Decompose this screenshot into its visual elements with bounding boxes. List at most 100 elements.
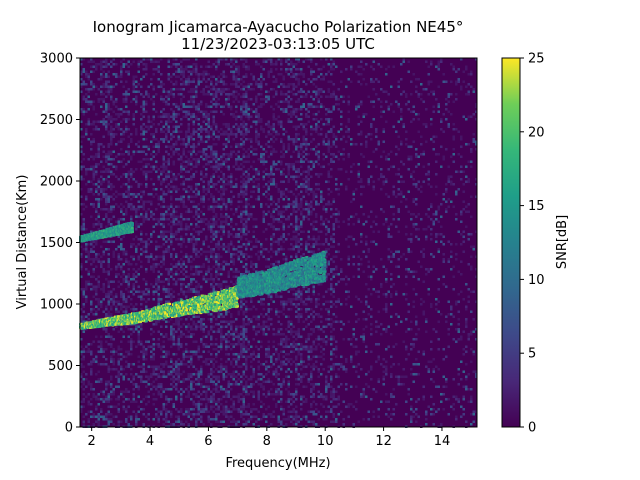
noise-cell bbox=[162, 115, 165, 118]
noise-cell bbox=[170, 298, 173, 301]
noise-cell bbox=[342, 95, 345, 98]
noise-cell bbox=[302, 150, 305, 153]
noise-cell bbox=[82, 225, 85, 228]
noise-cell bbox=[345, 140, 348, 143]
noise-cell bbox=[187, 140, 190, 143]
noise-cell bbox=[400, 180, 403, 183]
noise-cell bbox=[117, 280, 120, 283]
noise-cell bbox=[350, 143, 353, 146]
noise-cell bbox=[150, 120, 153, 123]
noise-cell bbox=[365, 243, 368, 246]
noise-cell bbox=[332, 240, 335, 243]
noise-cell bbox=[337, 300, 340, 303]
noise-cell bbox=[200, 288, 203, 291]
noise-cell bbox=[307, 178, 310, 181]
noise-cell bbox=[297, 145, 300, 148]
noise-cell bbox=[215, 243, 218, 246]
noise-cell bbox=[95, 218, 98, 221]
noise-cell bbox=[180, 103, 183, 106]
noise-cell bbox=[290, 75, 293, 78]
noise-cell bbox=[150, 78, 153, 81]
noise-cell bbox=[225, 250, 228, 253]
noise-cell bbox=[112, 128, 115, 131]
noise-cell bbox=[312, 113, 315, 116]
noise-cell bbox=[100, 120, 103, 123]
noise-cell bbox=[247, 155, 250, 158]
noise-cell bbox=[240, 235, 243, 238]
noise-cell bbox=[310, 105, 313, 108]
noise-cell bbox=[95, 173, 98, 176]
noise-cell bbox=[165, 218, 168, 221]
noise-cell bbox=[295, 245, 298, 248]
noise-cell bbox=[415, 183, 418, 186]
noise-cell bbox=[112, 165, 115, 168]
noise-cell bbox=[80, 213, 83, 216]
noise-cell bbox=[295, 195, 298, 198]
noise-cell bbox=[412, 275, 415, 278]
noise-cell bbox=[435, 308, 438, 311]
noise-cell bbox=[312, 245, 315, 248]
noise-cell bbox=[197, 213, 200, 216]
noise-cell bbox=[92, 108, 95, 111]
noise-cell bbox=[90, 140, 93, 143]
noise-cell bbox=[285, 188, 288, 191]
noise-cell bbox=[387, 168, 390, 171]
noise-cell bbox=[180, 238, 183, 241]
noise-cell bbox=[152, 123, 155, 126]
noise-cell bbox=[415, 215, 418, 218]
noise-cell bbox=[397, 173, 400, 176]
noise-cell bbox=[445, 190, 448, 193]
noise-cell bbox=[427, 288, 430, 291]
noise-cell bbox=[250, 98, 253, 101]
noise-cell bbox=[87, 273, 90, 276]
noise-cell bbox=[305, 143, 308, 146]
noise-cell bbox=[215, 158, 218, 161]
noise-cell bbox=[205, 148, 208, 151]
noise-cell bbox=[242, 58, 245, 61]
noise-cell bbox=[290, 255, 293, 258]
noise-cell bbox=[340, 115, 343, 118]
noise-cell bbox=[132, 85, 135, 88]
noise-cell bbox=[350, 305, 353, 308]
noise-cell bbox=[240, 303, 243, 306]
noise-cell bbox=[222, 58, 225, 61]
noise-cell bbox=[467, 93, 470, 96]
noise-cell bbox=[245, 218, 248, 221]
noise-cell bbox=[212, 110, 215, 113]
noise-cell bbox=[212, 218, 215, 221]
noise-cell bbox=[170, 295, 173, 298]
noise-cell bbox=[90, 180, 93, 183]
noise-cell bbox=[462, 183, 465, 186]
noise-cell bbox=[212, 265, 215, 268]
noise-cell bbox=[200, 125, 203, 128]
noise-cell bbox=[90, 58, 93, 61]
noise-cell bbox=[107, 200, 110, 203]
noise-cell bbox=[225, 245, 228, 248]
noise-cell bbox=[85, 228, 88, 231]
noise-cell bbox=[232, 63, 235, 66]
noise-cell bbox=[120, 108, 123, 111]
noise-cell bbox=[362, 78, 365, 81]
noise-cell bbox=[230, 225, 233, 228]
noise-cell bbox=[385, 295, 388, 298]
noise-cell bbox=[292, 88, 295, 91]
noise-cell bbox=[137, 160, 140, 163]
noise-cell bbox=[187, 80, 190, 83]
noise-cell bbox=[272, 150, 275, 153]
noise-cell bbox=[330, 258, 333, 261]
noise-cell bbox=[210, 228, 213, 231]
noise-cell bbox=[252, 175, 255, 178]
noise-cell bbox=[425, 108, 428, 111]
noise-cell bbox=[237, 145, 240, 148]
noise-cell bbox=[255, 80, 258, 83]
noise-cell bbox=[295, 295, 298, 298]
noise-cell bbox=[190, 175, 193, 178]
noise-cell bbox=[237, 68, 240, 71]
noise-cell bbox=[180, 65, 183, 68]
noise-cell bbox=[292, 85, 295, 88]
noise-cell bbox=[160, 188, 163, 191]
noise-cell bbox=[87, 88, 90, 91]
noise-cell bbox=[172, 265, 175, 268]
noise-cell bbox=[167, 175, 170, 178]
noise-cell bbox=[347, 255, 350, 258]
